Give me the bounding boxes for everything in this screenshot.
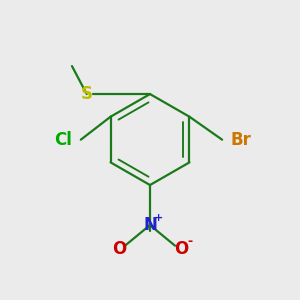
Text: Br: Br [231,131,252,149]
Text: O: O [174,240,188,258]
Text: +: + [154,213,164,223]
Text: N: N [143,216,157,234]
Text: S: S [81,85,93,103]
Text: Cl: Cl [54,131,72,149]
Text: O: O [112,240,126,258]
Text: -: - [188,235,193,248]
